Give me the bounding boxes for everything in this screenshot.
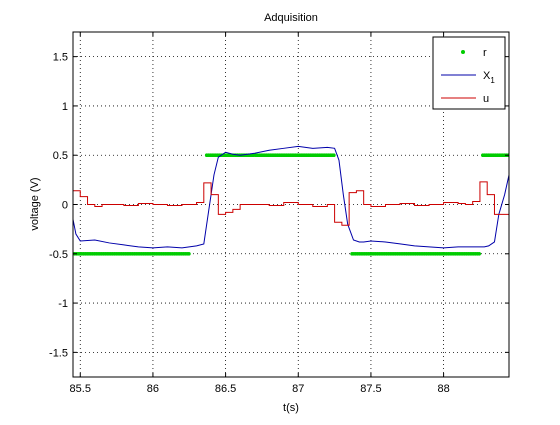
plot-area bbox=[73, 145, 509, 256]
legend-label-u: u bbox=[483, 93, 489, 105]
x-tick-label: 87.5 bbox=[360, 383, 381, 395]
legend: r X1 u bbox=[432, 36, 506, 110]
x-tick-labels: 85.5 86 86.5 87 87.5 88 bbox=[70, 383, 450, 395]
y-tick-label: 0 bbox=[62, 200, 68, 212]
y-tick-label: 0.5 bbox=[53, 150, 68, 162]
y-axis-label: voltage (V) bbox=[29, 177, 41, 230]
x-tick-label: 88 bbox=[437, 383, 449, 395]
series-r-segment bbox=[204, 153, 336, 158]
y-tick-label: -1.5 bbox=[49, 347, 68, 359]
legend-marker-r bbox=[461, 50, 465, 54]
series-r-segment bbox=[73, 251, 191, 256]
legend-box bbox=[432, 36, 506, 110]
series-u-line bbox=[73, 181, 509, 226]
y-tick-label: -0.5 bbox=[49, 249, 68, 261]
series-r-point bbox=[477, 251, 482, 256]
chart-title: Adquisition bbox=[264, 12, 318, 24]
x-axis-label: t(s) bbox=[283, 402, 299, 414]
series-r-segment bbox=[481, 153, 509, 158]
series-r-point bbox=[187, 251, 191, 256]
legend-label-x1: X1 bbox=[483, 70, 495, 85]
x-tick-label: 85.5 bbox=[70, 383, 91, 395]
series-r-segment bbox=[350, 251, 482, 256]
legend-label-r: r bbox=[483, 47, 487, 59]
x-tick-label: 86.5 bbox=[215, 383, 236, 395]
x-tick-label: 87 bbox=[292, 383, 304, 395]
y-tick-label: -1 bbox=[58, 298, 68, 310]
series-x1-line bbox=[73, 145, 509, 249]
y-tick-label: 1.5 bbox=[53, 52, 68, 64]
y-tick-label: 1 bbox=[62, 101, 68, 113]
y-tick-labels: -1.5 -1 -0.5 0 0.5 1 1.5 bbox=[49, 52, 68, 360]
x-tick-label: 86 bbox=[147, 383, 159, 395]
ticks bbox=[73, 32, 509, 377]
series-r-point bbox=[332, 153, 336, 158]
